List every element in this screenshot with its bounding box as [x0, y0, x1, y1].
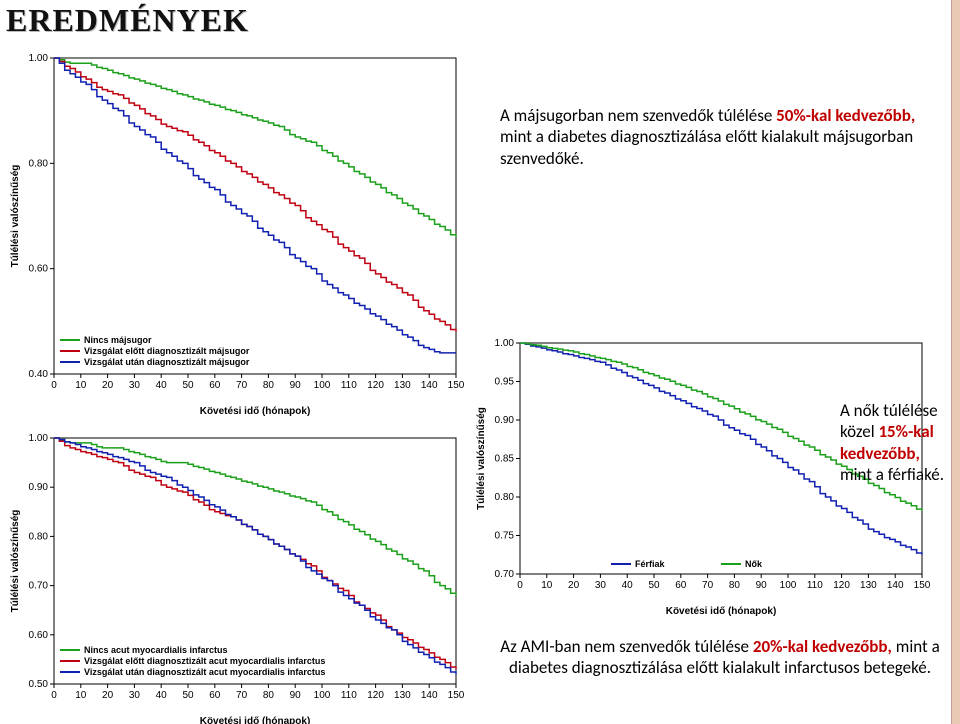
svg-text:Túlélési valószínűség: Túlélési valószínűség: [10, 165, 21, 268]
svg-text:Vizsgálat előtt diagnosztizált: Vizsgálat előtt diagnosztizált májsugor: [84, 346, 250, 356]
svg-text:150: 150: [914, 580, 930, 591]
svg-text:Nincs májsugor: Nincs májsugor: [84, 335, 152, 345]
svg-text:50: 50: [182, 380, 194, 391]
svg-text:20: 20: [568, 580, 580, 591]
svg-text:Vizsgálat után diagnosztizált: Vizsgálat után diagnosztizált májsugor: [84, 357, 250, 367]
decorative-sidebar: [951, 0, 960, 724]
svg-text:110: 110: [341, 690, 357, 701]
desc-sex: A nők túlélése közel 15%-kal kedvezőbb, …: [840, 400, 950, 485]
svg-text:150: 150: [448, 380, 464, 391]
svg-text:10: 10: [75, 690, 87, 701]
page-title: EREDMÉNYEK: [6, 2, 249, 39]
svg-text:80: 80: [729, 580, 741, 591]
svg-text:Követési idő (hónapok): Követési idő (hónapok): [200, 716, 311, 724]
svg-text:50: 50: [182, 690, 194, 701]
svg-text:30: 30: [129, 690, 141, 701]
svg-text:40: 40: [156, 380, 168, 391]
svg-text:0: 0: [517, 580, 523, 591]
svg-text:130: 130: [860, 580, 877, 591]
svg-text:Nők: Nők: [745, 559, 763, 569]
svg-text:0.60: 0.60: [29, 264, 49, 275]
svg-text:0.50: 0.50: [29, 679, 49, 690]
svg-text:0.40: 0.40: [29, 369, 49, 380]
svg-text:30: 30: [595, 580, 607, 591]
svg-text:70: 70: [236, 690, 248, 701]
svg-text:120: 120: [367, 380, 384, 391]
svg-text:90: 90: [290, 380, 302, 391]
svg-text:70: 70: [702, 580, 714, 591]
svg-text:0: 0: [51, 380, 57, 391]
svg-text:Vizsgálat előtt diagnosztizált: Vizsgálat előtt diagnosztizált acut myoc…: [84, 656, 325, 666]
svg-text:130: 130: [394, 380, 411, 391]
svg-text:0.75: 0.75: [495, 531, 515, 542]
desc-ami: Az AMI-ban nem szenvedők túlélése 20%-ka…: [500, 636, 940, 679]
svg-text:140: 140: [421, 380, 438, 391]
svg-text:80: 80: [263, 690, 275, 701]
svg-text:50: 50: [648, 580, 660, 591]
svg-text:90: 90: [290, 690, 302, 701]
svg-text:60: 60: [209, 690, 221, 701]
chart-liver: 0.40 0.60 0.80 1.00 0 10 20 30 40 50 60 70 80 90 100 11…: [4, 50, 464, 420]
svg-text:0.60: 0.60: [29, 630, 49, 641]
svg-text:110: 110: [341, 380, 357, 391]
desc-liver: A májsugorban nem szenvedők túlélése 50%…: [500, 105, 920, 169]
svg-text:100: 100: [780, 580, 797, 591]
svg-text:1.00: 1.00: [29, 433, 49, 444]
series-line: [54, 438, 456, 669]
svg-text:120: 120: [367, 690, 384, 701]
svg-text:40: 40: [156, 690, 168, 701]
series-line: [54, 58, 456, 353]
svg-text:60: 60: [209, 380, 221, 391]
svg-text:80: 80: [263, 380, 275, 391]
svg-text:100: 100: [314, 380, 331, 391]
svg-text:0.70: 0.70: [495, 569, 515, 580]
series-line: [54, 438, 456, 674]
svg-text:140: 140: [887, 580, 904, 591]
chart-ami: 0.50 0.60 0.70 0.80 0.90 1.00 0 10 20 30 40 50 60 70 8…: [4, 430, 464, 724]
svg-text:Túlélési valószínűség: Túlélési valószínűség: [10, 510, 21, 613]
series-line: [54, 58, 456, 237]
svg-text:140: 140: [421, 690, 438, 701]
svg-text:90: 90: [756, 580, 768, 591]
svg-text:20: 20: [102, 690, 114, 701]
svg-text:60: 60: [675, 580, 687, 591]
svg-text:0.80: 0.80: [29, 531, 49, 542]
svg-text:1.00: 1.00: [29, 53, 49, 64]
svg-text:70: 70: [236, 380, 248, 391]
svg-text:0.80: 0.80: [495, 492, 515, 503]
svg-text:100: 100: [314, 690, 331, 701]
svg-text:Nincs acut myocardialis infarc: Nincs acut myocardialis infarctus: [84, 645, 228, 655]
svg-text:110: 110: [807, 580, 823, 591]
svg-text:120: 120: [833, 580, 850, 591]
svg-text:130: 130: [394, 690, 411, 701]
svg-text:0.90: 0.90: [29, 482, 49, 493]
svg-text:150: 150: [448, 690, 464, 701]
svg-text:1.00: 1.00: [495, 338, 515, 349]
svg-text:Vizsgálat után diagnosztizált: Vizsgálat után diagnosztizált acut myoca…: [84, 667, 325, 677]
svg-text:30: 30: [129, 380, 141, 391]
svg-text:0.80: 0.80: [29, 158, 49, 169]
svg-text:Követési idő (hónapok): Követési idő (hónapok): [200, 406, 311, 417]
svg-text:10: 10: [541, 580, 553, 591]
svg-text:0.70: 0.70: [29, 581, 49, 592]
svg-text:0: 0: [51, 690, 57, 701]
svg-text:Túlélési valószínűség: Túlélési valószínűség: [476, 407, 487, 510]
svg-text:0.95: 0.95: [495, 377, 515, 388]
svg-text:Férfiak: Férfiak: [635, 559, 666, 569]
svg-text:0.90: 0.90: [495, 415, 515, 426]
svg-text:20: 20: [102, 380, 114, 391]
svg-text:40: 40: [622, 580, 634, 591]
svg-text:Követési idő (hónapok): Követési idő (hónapok): [666, 606, 777, 617]
svg-text:0.85: 0.85: [495, 454, 515, 465]
svg-text:10: 10: [75, 380, 87, 391]
